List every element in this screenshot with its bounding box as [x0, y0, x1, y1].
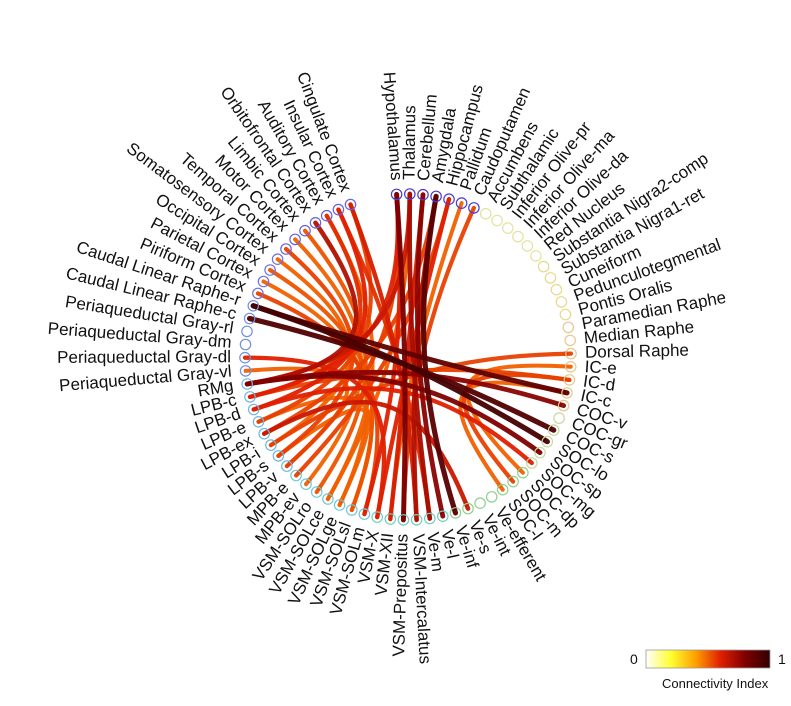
- region-node: [530, 250, 542, 262]
- region-node: [462, 502, 474, 515]
- region-node: [468, 202, 480, 214]
- region-node: [423, 512, 436, 525]
- region-node: [390, 188, 403, 201]
- region-node: [521, 240, 534, 252]
- region-node: [449, 507, 462, 519]
- region-node: [563, 374, 576, 386]
- region-node: [345, 504, 358, 516]
- region-node: [397, 514, 410, 526]
- region-node: [534, 446, 546, 459]
- region-node: [507, 475, 519, 488]
- region-node: [241, 325, 253, 338]
- region-node: [550, 283, 563, 296]
- connection-link: [375, 197, 452, 520]
- region-label: IC-d: [582, 371, 616, 394]
- connection-link: [251, 207, 368, 412]
- region-node: [496, 483, 509, 496]
- region-node: [553, 412, 565, 424]
- region-node: [241, 378, 253, 390]
- region-node: [247, 403, 260, 416]
- region-node: [300, 478, 312, 490]
- nodes-layer: [239, 188, 577, 526]
- links-layer: [242, 191, 574, 523]
- region-node: [309, 217, 322, 229]
- region-node: [417, 188, 429, 201]
- legend-max-label: 1: [778, 651, 786, 667]
- region-node: [443, 193, 455, 205]
- region-node: [290, 469, 302, 482]
- region-node: [562, 321, 575, 334]
- region-node: [289, 233, 301, 246]
- legend-colorbar: [645, 649, 771, 669]
- region-node: [555, 296, 568, 308]
- region-node: [384, 513, 397, 525]
- region-node: [436, 510, 449, 522]
- region-label: Periaqueductal Gray-dl: [57, 347, 231, 367]
- region-node: [252, 415, 265, 428]
- region-node: [299, 224, 311, 237]
- region-node: [310, 486, 323, 498]
- connection-link: [242, 355, 387, 520]
- region-label: IC-e: [584, 357, 617, 378]
- region-node: [564, 360, 577, 373]
- region-label: Thalamus: [399, 105, 419, 180]
- connection-link: [244, 373, 543, 456]
- legend-min-label: 0: [630, 651, 638, 667]
- connection-link: [261, 400, 471, 511]
- region-node: [547, 424, 560, 436]
- region-node: [541, 435, 554, 448]
- region-node: [264, 264, 276, 276]
- region-node: [320, 209, 333, 222]
- region-node: [333, 499, 346, 511]
- region-node: [491, 214, 503, 227]
- region-node: [537, 260, 550, 273]
- region-node: [280, 243, 292, 255]
- region-node: [430, 190, 442, 203]
- region-label: Dorsal Raphe: [585, 341, 689, 362]
- connection-link: [244, 220, 359, 387]
- region-node: [559, 308, 572, 321]
- region-node: [265, 439, 277, 451]
- region-label: VSM-Prepositus: [389, 534, 411, 657]
- region-node: [371, 511, 383, 523]
- legend-title: Connectivity Index: [662, 676, 769, 691]
- region-node: [344, 198, 357, 211]
- region-node: [410, 513, 423, 526]
- region-node: [455, 197, 468, 209]
- region-node: [272, 450, 285, 462]
- region-node: [257, 275, 270, 288]
- region-node: [561, 387, 573, 399]
- region-node: [239, 338, 252, 351]
- region-node: [544, 272, 557, 284]
- region-node: [564, 334, 576, 347]
- labels-layer: HypothalamusThalamusCerebellumAmygdalaHi…: [47, 69, 727, 664]
- region-node: [485, 491, 498, 503]
- region-node: [512, 230, 524, 243]
- region-node: [501, 222, 514, 234]
- connection-link: [250, 303, 550, 445]
- region-node: [258, 427, 270, 440]
- connection-link: [420, 193, 459, 516]
- region-node: [479, 207, 492, 220]
- region-node: [525, 457, 538, 469]
- region-node: [474, 497, 486, 509]
- region-node: [252, 287, 264, 300]
- region-node: [239, 351, 251, 364]
- legend: 0 1 Connectivity Index: [630, 649, 786, 691]
- region-node: [332, 203, 345, 216]
- region-node: [243, 312, 256, 325]
- region-node: [403, 188, 416, 200]
- region-node: [517, 466, 529, 479]
- region-node: [247, 299, 260, 312]
- region-node: [281, 460, 293, 472]
- region-node: [239, 365, 252, 377]
- region-node: [358, 508, 371, 520]
- region-node: [322, 493, 334, 505]
- region-node: [244, 391, 256, 403]
- region-node: [565, 347, 577, 360]
- region-node: [557, 399, 570, 412]
- region-node: [271, 253, 284, 266]
- connection-link: [394, 191, 408, 523]
